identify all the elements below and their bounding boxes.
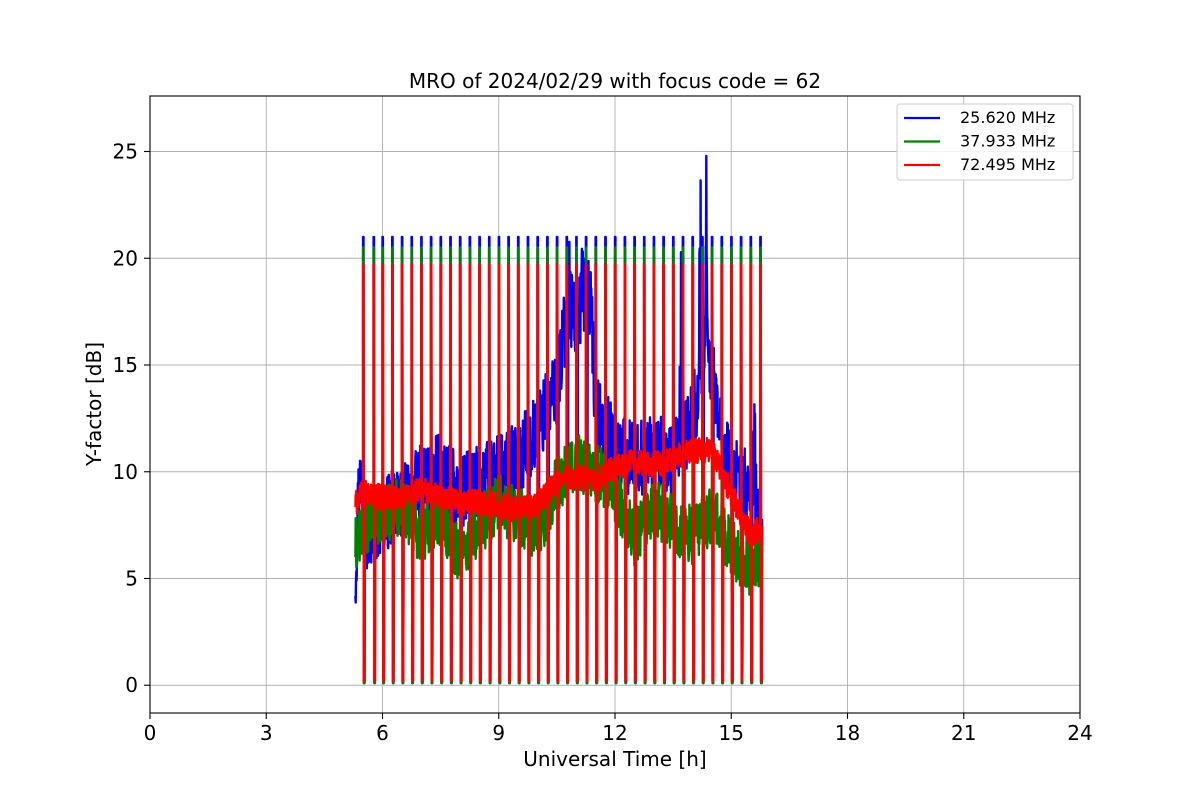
x-axis-ticks: 0 3 6 9 12 15 18 21 24 bbox=[144, 713, 1093, 745]
x-tick-label: 0 bbox=[144, 721, 157, 745]
y-tick-label: 5 bbox=[125, 566, 138, 590]
plot-series bbox=[354, 154, 764, 685]
legend-label: 72.495 MHz bbox=[960, 155, 1055, 174]
x-axis-label: Universal Time [h] bbox=[523, 747, 706, 771]
x-tick-label: 21 bbox=[951, 721, 976, 745]
y-tick-label: 10 bbox=[113, 460, 138, 484]
x-tick-label: 12 bbox=[602, 721, 627, 745]
legend: 25.620 MHz 37.933 MHz 72.495 MHz bbox=[896, 103, 1074, 181]
chart-title: MRO of 2024/02/29 with focus code = 62 bbox=[409, 69, 821, 93]
y-tick-label: 0 bbox=[125, 673, 138, 697]
x-tick-label: 18 bbox=[835, 721, 860, 745]
x-tick-label: 6 bbox=[376, 721, 389, 745]
y-tick-label: 15 bbox=[113, 353, 138, 377]
x-tick-label: 24 bbox=[1067, 721, 1092, 745]
legend-label: 37.933 MHz bbox=[960, 132, 1055, 151]
y-axis-label: Y-factor [dB] bbox=[82, 342, 106, 467]
legend-box bbox=[896, 103, 1074, 181]
x-tick-label: 15 bbox=[719, 721, 744, 745]
x-tick-label: 9 bbox=[492, 721, 505, 745]
y-axis-ticks: 0 5 10 15 20 25 bbox=[113, 140, 150, 697]
series-line-3 bbox=[354, 263, 764, 683]
y-tick-label: 20 bbox=[113, 246, 138, 270]
x-tick-label: 3 bbox=[260, 721, 273, 745]
legend-label: 25.620 MHz bbox=[960, 108, 1055, 127]
y-tick-label: 25 bbox=[113, 140, 138, 164]
